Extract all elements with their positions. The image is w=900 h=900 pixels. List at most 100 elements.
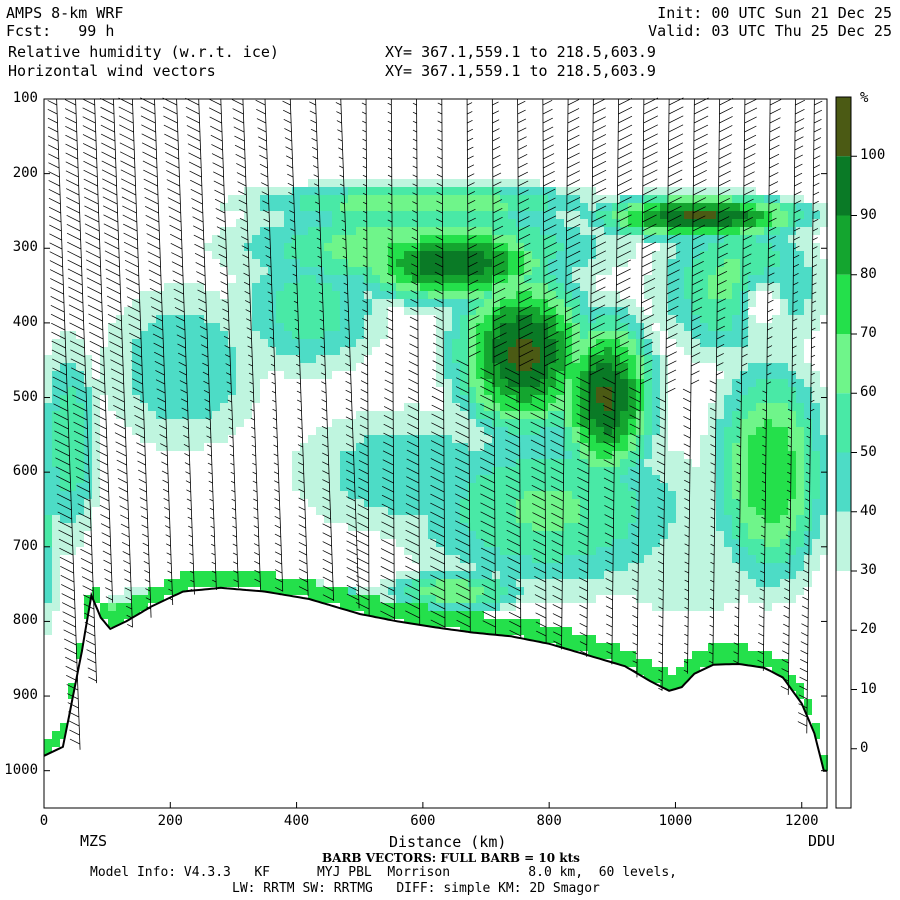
rh-cell xyxy=(76,379,84,387)
rh-cell xyxy=(732,419,740,427)
rh-cell xyxy=(804,299,812,307)
rh-cell xyxy=(764,203,772,211)
rh-cell xyxy=(772,339,780,347)
barb-feather xyxy=(87,304,103,313)
barb-feather xyxy=(410,290,418,295)
rh-cell xyxy=(764,587,772,595)
rh-cell xyxy=(660,435,668,443)
rh-cell xyxy=(492,595,500,603)
rh-cell xyxy=(644,659,652,667)
barb-feather xyxy=(311,147,318,151)
barb-feather xyxy=(83,151,97,160)
barb-feather xyxy=(345,354,351,358)
barb-feather xyxy=(319,318,324,322)
barb-feather xyxy=(245,309,251,313)
barb-feather xyxy=(381,530,395,538)
rh-cell xyxy=(388,579,396,587)
rh-cell xyxy=(148,315,156,323)
barb-feather xyxy=(362,138,367,142)
barb-feather xyxy=(62,611,76,619)
rh-cell xyxy=(492,539,500,547)
rh-cell xyxy=(388,499,396,507)
rh-cell xyxy=(44,363,52,371)
rh-cell xyxy=(356,515,364,523)
rh-cell xyxy=(724,643,732,651)
rh-cell xyxy=(484,563,492,571)
rh-cell xyxy=(396,467,404,475)
barb-feather xyxy=(50,278,64,286)
rh-cell xyxy=(444,603,452,611)
rh-cell xyxy=(500,227,508,235)
rh-cell xyxy=(364,331,372,339)
rh-cell xyxy=(324,483,332,491)
barb-feather xyxy=(61,593,75,601)
rh-cell xyxy=(596,227,604,235)
rh-cell xyxy=(676,499,684,507)
rh-cell xyxy=(412,483,420,491)
rh-cell xyxy=(764,339,772,347)
rh-cell xyxy=(580,251,588,259)
barb-feather xyxy=(223,326,230,331)
rh-cell xyxy=(124,315,132,323)
rh-cell xyxy=(804,403,812,411)
rh-cell xyxy=(436,435,444,443)
rh-cell xyxy=(52,571,60,579)
barb-feather xyxy=(316,228,321,232)
rh-cell xyxy=(468,251,476,259)
rh-cell xyxy=(508,579,516,587)
barb-feather xyxy=(241,236,249,241)
rh-cell xyxy=(796,395,804,403)
barb-feather xyxy=(176,334,186,340)
barb-feather xyxy=(68,295,84,304)
rh-cell xyxy=(668,291,676,299)
barb-feather xyxy=(109,341,123,349)
barb-feather xyxy=(48,197,61,205)
rh-cell xyxy=(308,467,316,475)
barb-feather xyxy=(162,488,169,493)
rh-cell xyxy=(724,443,732,451)
rh-cell xyxy=(532,419,540,427)
barb-feather xyxy=(387,129,392,133)
rh-cell xyxy=(548,427,556,435)
barb-feather xyxy=(409,343,419,349)
rh-cell xyxy=(500,427,508,435)
rh-cell xyxy=(260,323,268,331)
rh-cell xyxy=(724,243,732,251)
rh-cell xyxy=(420,259,428,267)
barb-feather xyxy=(335,102,342,106)
rh-cell xyxy=(788,299,796,307)
rh-cell xyxy=(420,195,428,203)
rh-cell xyxy=(420,187,428,195)
rh-cell xyxy=(604,419,612,427)
barb-feather xyxy=(222,308,229,313)
rh-cell xyxy=(572,235,580,243)
rh-cell xyxy=(548,515,556,523)
rh-cell xyxy=(524,347,532,355)
barb-feather xyxy=(186,489,191,493)
barb-feather xyxy=(73,421,88,430)
rh-cell xyxy=(300,579,308,587)
rh-cell xyxy=(356,483,364,491)
rh-cell xyxy=(684,227,692,235)
rh-cell xyxy=(484,347,492,355)
rh-cell xyxy=(452,611,460,619)
rh-cell xyxy=(380,579,388,587)
rh-cell xyxy=(748,467,756,475)
rh-cell xyxy=(324,331,332,339)
rh-cell xyxy=(700,571,708,579)
rh-cell xyxy=(644,507,652,515)
rh-cell xyxy=(780,467,788,475)
rh-cell xyxy=(396,251,404,259)
rh-cell xyxy=(772,571,780,579)
rh-cell xyxy=(460,179,468,187)
rh-cell xyxy=(332,491,340,499)
rh-cell xyxy=(332,435,340,443)
rh-cell xyxy=(108,595,116,603)
rh-cell xyxy=(404,235,412,243)
rh-cell xyxy=(756,563,764,571)
rh-cell xyxy=(60,451,68,459)
rh-cell xyxy=(524,579,532,587)
rh-cell xyxy=(60,355,68,363)
rh-cell xyxy=(684,307,692,315)
rh-cell xyxy=(532,267,540,275)
